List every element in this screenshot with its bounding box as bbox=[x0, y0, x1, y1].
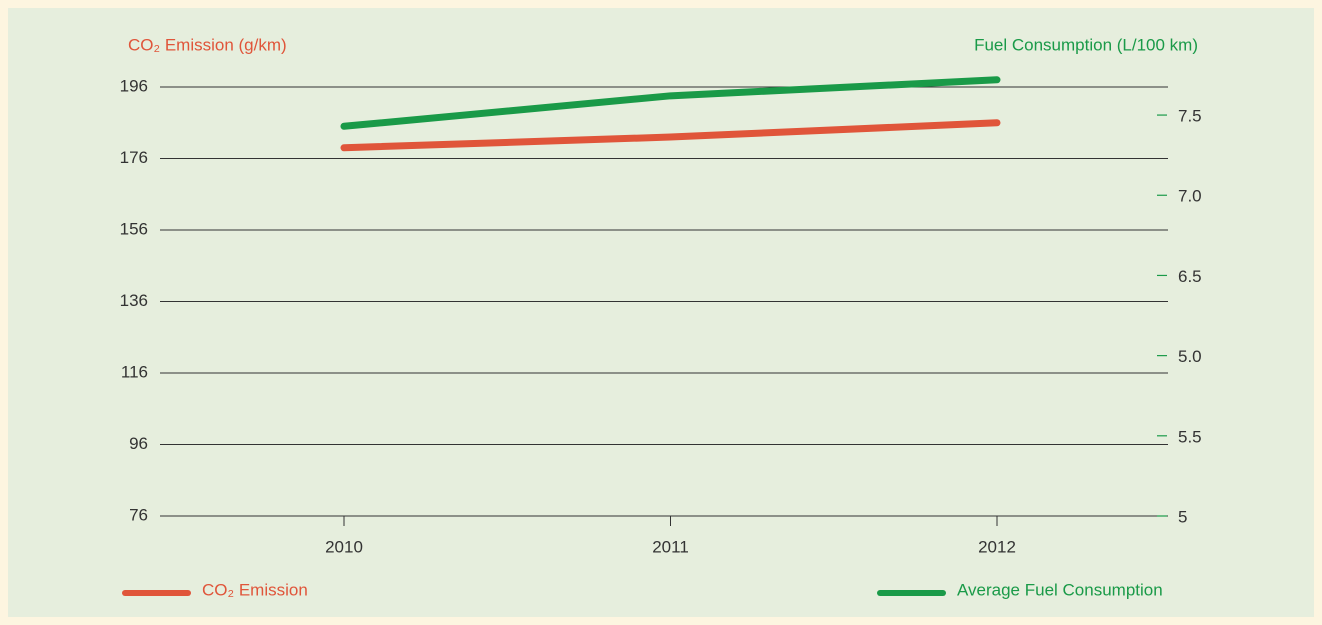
line-series bbox=[340, 76, 1001, 130]
y2-axis-title: Fuel Consumption (L/100 km) bbox=[974, 35, 1198, 54]
y-tick-label: 96 bbox=[129, 434, 148, 453]
y-tick-label: 116 bbox=[121, 362, 148, 381]
legend-label: Average Fuel Consumption bbox=[957, 580, 1163, 599]
y2-tick-label: 6.5 bbox=[1178, 267, 1202, 286]
x-tick-label: 2012 bbox=[978, 537, 1016, 556]
x-tick-label: 2011 bbox=[652, 537, 689, 556]
y2-tick-label: 7.0 bbox=[1178, 187, 1202, 206]
line-series bbox=[340, 119, 1001, 152]
y2-tick-label: 5 bbox=[1178, 507, 1187, 526]
legend-label: CO₂ Emission bbox=[202, 580, 308, 599]
y-axis-title: CO₂ Emission (g/km) bbox=[128, 35, 287, 54]
y2-tick-label: 5.0 bbox=[1178, 347, 1202, 366]
y2-tick-label: 5.5 bbox=[1178, 427, 1202, 446]
y-tick-label: 76 bbox=[129, 505, 148, 524]
x-tick-label: 2010 bbox=[325, 537, 363, 556]
y-tick-label: 196 bbox=[120, 76, 148, 95]
y-tick-label: 136 bbox=[120, 291, 148, 310]
y-tick-label: 156 bbox=[120, 219, 148, 238]
y-tick-label: 176 bbox=[120, 148, 148, 167]
y2-tick-label: 7.5 bbox=[1178, 107, 1202, 126]
